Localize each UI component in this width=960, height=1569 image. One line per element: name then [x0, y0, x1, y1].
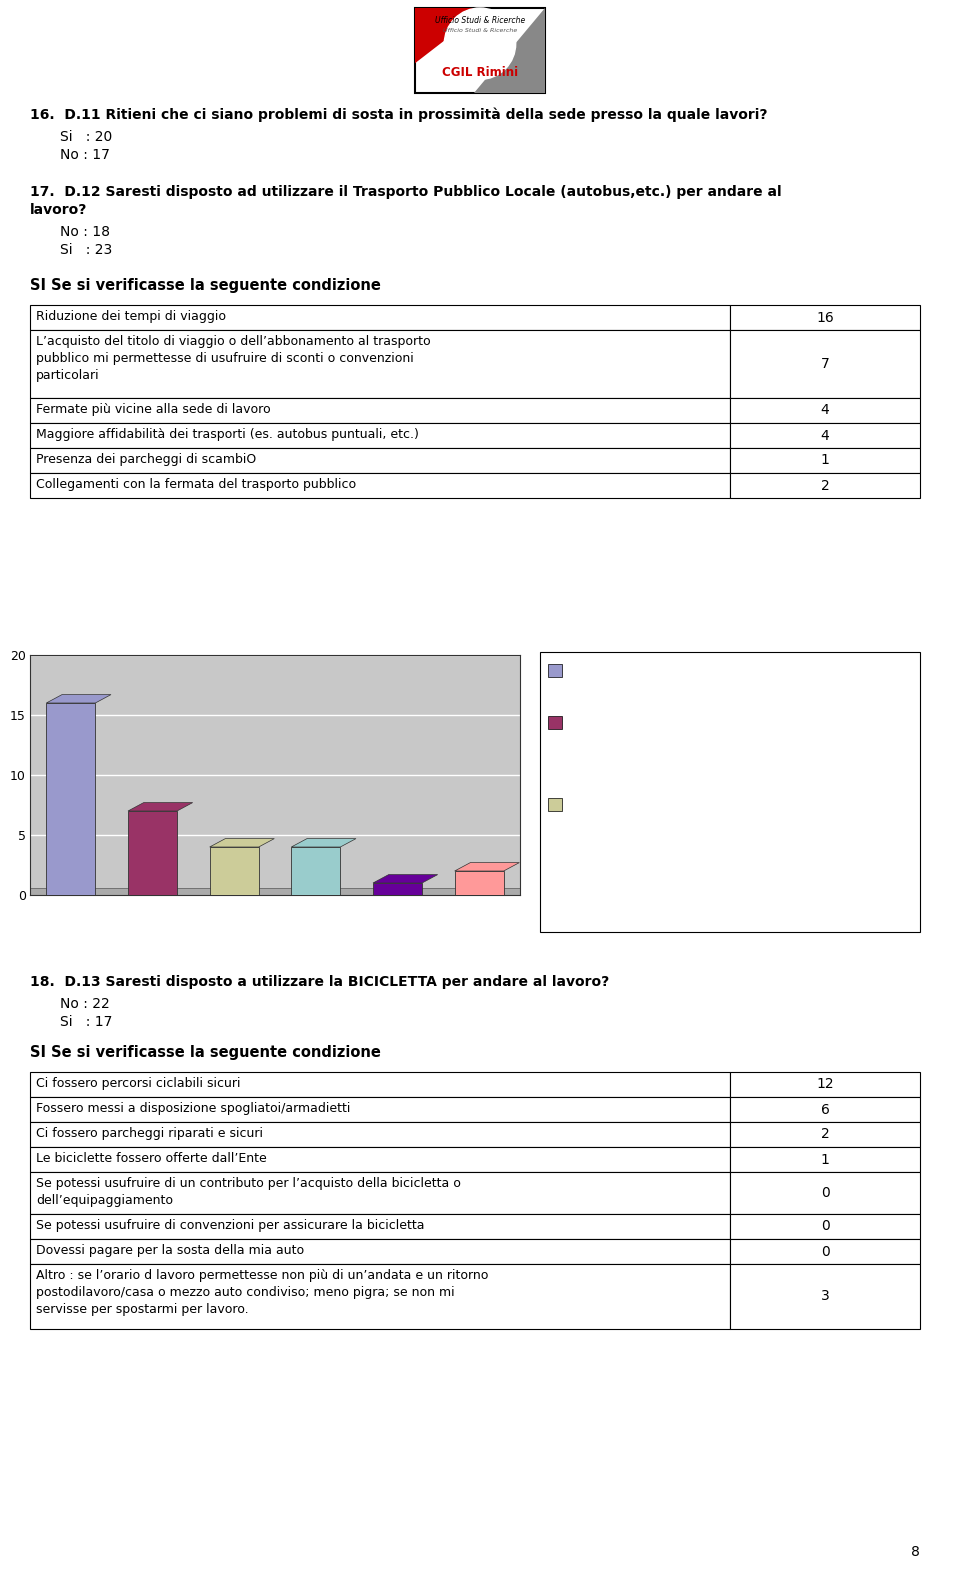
Text: 18.  D.13 Saresti disposto a utilizzare la BICICLETTA per andare al lavoro?: 18. D.13 Saresti disposto a utilizzare l… [30, 974, 610, 988]
Bar [30, 449, 730, 472]
Polygon shape [291, 838, 356, 847]
Text: Si   : 20: Si : 20 [60, 130, 112, 144]
Text: 12: 12 [816, 1078, 834, 1092]
Bar [548, 715, 562, 730]
Bar [730, 1240, 920, 1265]
Bar [209, 847, 258, 894]
Bar [730, 1265, 920, 1329]
Bar [730, 1122, 920, 1147]
Bar [291, 847, 341, 894]
Bar [548, 799, 562, 811]
Text: No : 17: No : 17 [60, 147, 109, 162]
Text: 2: 2 [821, 1128, 829, 1142]
Polygon shape [473, 8, 545, 93]
Text: 2: 2 [821, 479, 829, 493]
Bar [730, 329, 920, 399]
Bar [730, 304, 920, 329]
Bar [30, 424, 730, 449]
Bar [730, 1172, 920, 1214]
Text: Maggiore affidabilità dei trasporti (es. autobus puntuali, etc.): Maggiore affidabilità dei trasporti (es.… [36, 428, 419, 441]
Text: Ci fossero percorsi ciclabili sicuri: Ci fossero percorsi ciclabili sicuri [36, 1076, 241, 1090]
Text: Se potessi usufruire di un contributo per l’acquisto della bicicletta o
dell’equ: Se potessi usufruire di un contributo pe… [36, 1177, 461, 1207]
Text: 1: 1 [821, 453, 829, 468]
Polygon shape [46, 695, 111, 703]
Bar [730, 1097, 920, 1122]
Text: Dovessi pagare per la sosta della mia auto: Dovessi pagare per la sosta della mia au… [36, 1244, 304, 1257]
Text: Si   : 23: Si : 23 [60, 243, 112, 257]
Bar [373, 883, 422, 894]
Bar [730, 1147, 920, 1172]
Text: 6: 6 [821, 1103, 829, 1117]
Bar [30, 472, 730, 497]
Bar [730, 472, 920, 497]
Bar [30, 1172, 730, 1214]
Bar [30, 1097, 730, 1122]
Bar [30, 304, 730, 329]
Text: 0: 0 [821, 1219, 829, 1233]
Text: SI Se si verificasse la seguente condizione: SI Se si verificasse la seguente condizi… [30, 1045, 381, 1061]
Bar [30, 1122, 730, 1147]
Text: Ufficio Studi & Ricerche: Ufficio Studi & Ricerche [435, 16, 525, 25]
Circle shape [444, 8, 516, 80]
Polygon shape [209, 838, 275, 847]
Text: 3: 3 [821, 1290, 829, 1304]
Text: Ufficio Studi & Ricerche: Ufficio Studi & Ricerche [443, 28, 517, 33]
Bar [415, 8, 545, 93]
Bar [730, 399, 920, 424]
Text: Altro : se l’orario d lavoro permettesse non più di un’andata e un ritorno
posto: Altro : se l’orario d lavoro permettesse… [36, 1269, 489, 1316]
Text: 4: 4 [821, 428, 829, 442]
Text: Riduzione dei tempi di
viaggio: Riduzione dei tempi di viaggio [568, 664, 701, 695]
Bar [730, 449, 920, 472]
Text: Fossero messi a disposizione spogliatoi/armadietti: Fossero messi a disposizione spogliatoi/… [36, 1101, 350, 1116]
Text: Fermate più vicine alla sede di lavoro: Fermate più vicine alla sede di lavoro [36, 403, 271, 416]
Bar [730, 1072, 920, 1097]
Text: 7: 7 [821, 358, 829, 370]
Polygon shape [128, 803, 193, 811]
Text: 1: 1 [821, 1153, 829, 1166]
Text: No : 18: No : 18 [60, 224, 110, 238]
Text: No : 22: No : 22 [60, 996, 109, 1010]
Bar [30, 1147, 730, 1172]
Bar [30, 399, 730, 424]
Bar [730, 424, 920, 449]
Text: 16: 16 [816, 311, 834, 325]
Text: 8: 8 [911, 1545, 920, 1560]
Text: Si   : 17: Si : 17 [60, 1015, 112, 1029]
Text: Presenza dei parcheggi di scambiO: Presenza dei parcheggi di scambiO [36, 453, 256, 466]
Bar [455, 871, 504, 894]
Bar [548, 664, 562, 676]
Bar [30, 1072, 730, 1097]
Text: L’acquisto del titolo di viaggio o dell’abbonamento al trasporto
pubblico mi per: L’acquisto del titolo di viaggio o dell’… [36, 336, 431, 381]
Text: L’acquisto del titolo di
viaggio o
dell’abbonamento al
trasporto pubblico mi: L’acquisto del titolo di viaggio o dell’… [568, 715, 699, 783]
Text: Fermate più vicine alla
sede di lavoro: Fermate più vicine alla sede di lavoro [568, 799, 703, 828]
Text: Collegamenti con la fermata del trasporto pubblico: Collegamenti con la fermata del trasport… [36, 479, 356, 491]
Text: Se potessi usufruire di convenzioni per assicurare la bicicletta: Se potessi usufruire di convenzioni per … [36, 1219, 424, 1232]
Text: 0: 0 [821, 1244, 829, 1258]
Polygon shape [415, 8, 487, 63]
Text: Ci fossero parcheggi riparati e sicuri: Ci fossero parcheggi riparati e sicuri [36, 1127, 263, 1141]
Polygon shape [455, 863, 519, 871]
Bar [30, 1214, 730, 1240]
Text: 0: 0 [821, 1186, 829, 1200]
Text: Riduzione dei tempi di viaggio: Riduzione dei tempi di viaggio [36, 311, 226, 323]
Bar [30, 1240, 730, 1265]
Text: 17.  D.12 Saresti disposto ad utilizzare il Trasporto Pubblico Locale (autobus,e: 17. D.12 Saresti disposto ad utilizzare … [30, 185, 781, 199]
Bar [730, 1214, 920, 1240]
Text: SI Se si verificasse la seguente condizione: SI Se si verificasse la seguente condizi… [30, 278, 381, 293]
Bar [30, 1265, 730, 1329]
Bar [30, 329, 730, 399]
Bar [30, 888, 520, 894]
Bar [128, 811, 177, 894]
Text: lavoro?: lavoro? [30, 202, 87, 217]
Text: Le biciclette fossero offerte dall’Ente: Le biciclette fossero offerte dall’Ente [36, 1152, 267, 1166]
Text: 4: 4 [821, 403, 829, 417]
Polygon shape [373, 874, 438, 883]
Text: 16.  D.11 Ritieni che ci siano problemi di sosta in prossimità della sede presso: 16. D.11 Ritieni che ci siano problemi d… [30, 108, 767, 122]
Bar [46, 703, 95, 894]
Text: CGIL Rimini: CGIL Rimini [442, 66, 518, 78]
Bar [540, 653, 920, 932]
